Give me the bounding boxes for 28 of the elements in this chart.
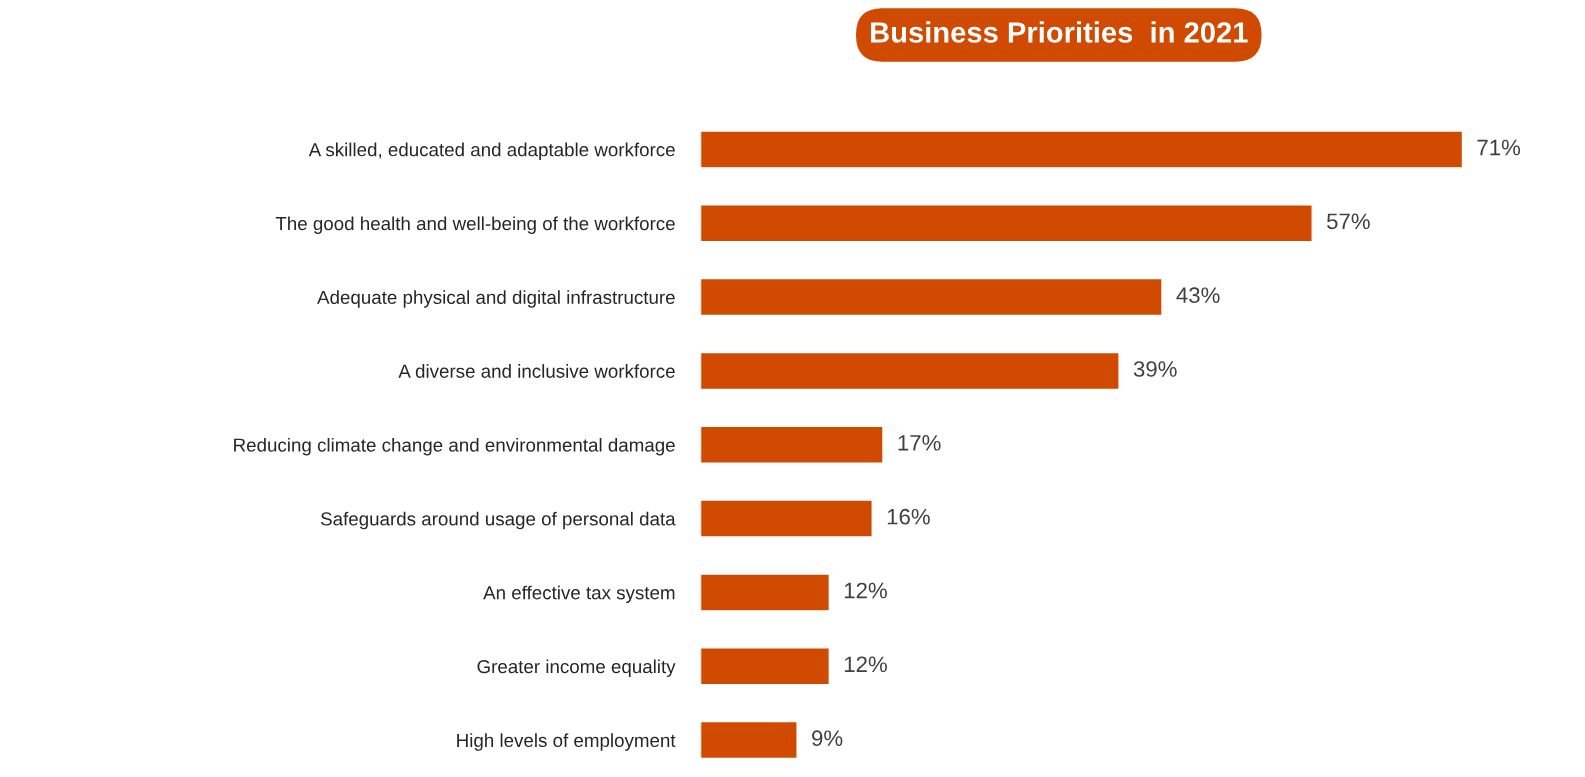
data-label: 12%: [844, 656, 887, 673]
bar: [700, 277, 1163, 317]
y-tick-label: Safeguards around usage of personal data: [320, 511, 676, 530]
data-label: 57%: [1327, 213, 1370, 230]
y-tick-label: High levels of employment: [457, 733, 676, 751]
chart-title: Business Priorities in 2021: [871, 21, 1248, 43]
data-label: 71%: [1477, 139, 1521, 156]
y-tick-label: Greater income equality: [477, 659, 676, 677]
data-label: 39%: [1133, 361, 1177, 377]
data-label: 17%: [898, 435, 941, 451]
bar: [700, 499, 873, 538]
bar: [700, 425, 884, 464]
bar: [700, 130, 1464, 169]
data-label: 43%: [1176, 287, 1220, 304]
data-label: 12%: [844, 582, 887, 599]
y-tick-label: A skilled, educated and adaptable workforce: [308, 142, 675, 161]
bar: [700, 351, 1120, 391]
y-tick-label: A diverse and inclusive workforce: [398, 364, 675, 378]
y-tick-label: The good health and well-being of the workforce: [275, 216, 675, 234]
y-tick-label: Adequate physical and digital infrastructure: [317, 290, 675, 308]
bar: [700, 573, 831, 612]
y-tick-label: Reducing climate change and environmental damage: [234, 437, 675, 456]
bar: [700, 720, 798, 760]
data-label: 9%: [812, 730, 843, 747]
data-label: 16%: [887, 508, 930, 525]
y-tick-label: An effective tax system: [483, 585, 675, 604]
bar: [700, 204, 1313, 243]
bar: [700, 647, 831, 686]
